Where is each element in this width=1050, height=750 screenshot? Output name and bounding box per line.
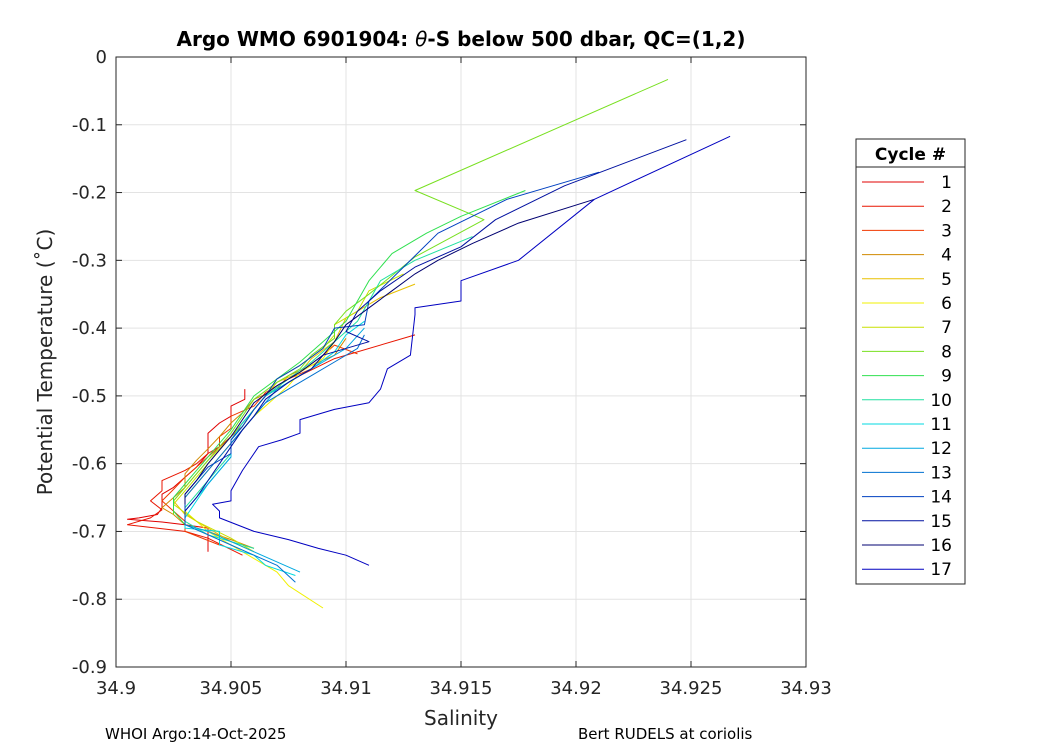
legend-label-cycle-12: 12 xyxy=(930,439,952,459)
y-tick-label: -0.9 xyxy=(72,657,107,678)
series-line-cycle-16 xyxy=(184,198,595,505)
y-tick-label: -0.6 xyxy=(72,454,107,475)
legend-box xyxy=(855,138,966,585)
x-tick-label: 34.905 xyxy=(200,678,263,699)
legend-label-cycle-6: 6 xyxy=(941,294,952,314)
chart-title: Argo WMO 6901904: θ-S below 500 dbar, QC… xyxy=(177,27,746,51)
legend-label-cycle-7: 7 xyxy=(941,318,952,338)
legend-title: Cycle # xyxy=(875,145,946,165)
y-tick-label: -0.4 xyxy=(72,318,107,339)
footer-right: Bert RUDELS at coriolis xyxy=(578,725,753,743)
legend-label-cycle-16: 16 xyxy=(930,536,952,556)
x-tick-label: 34.925 xyxy=(660,678,723,699)
y-axis-label: Potential Temperature (˚C) xyxy=(33,229,57,496)
legend-label-cycle-13: 13 xyxy=(930,463,952,483)
x-tick-label: 34.9 xyxy=(96,678,136,699)
legend-label-cycle-1: 1 xyxy=(941,173,952,193)
y-tick-label: 0 xyxy=(96,47,107,68)
x-tick-label: 34.93 xyxy=(780,678,832,699)
y-tick-label: -0.7 xyxy=(72,521,107,542)
y-tick-label: -0.2 xyxy=(72,183,107,204)
y-tick-label: -0.5 xyxy=(72,386,107,407)
legend-label-cycle-8: 8 xyxy=(941,342,952,362)
footer-left: WHOI Argo:14-Oct-2025 xyxy=(105,725,287,743)
legend-label-cycle-11: 11 xyxy=(930,415,952,435)
legend-label-cycle-10: 10 xyxy=(930,391,952,411)
series-line-cycle-15 xyxy=(184,139,687,512)
series-line-cycle-9 xyxy=(173,190,526,526)
y-tick-label: -0.8 xyxy=(72,589,107,610)
legend-label-cycle-2: 2 xyxy=(941,197,952,217)
legend-label-cycle-17: 17 xyxy=(930,560,952,580)
legend-label-cycle-3: 3 xyxy=(941,221,952,241)
x-tick-label: 34.915 xyxy=(430,678,493,699)
series-line-cycle-17 xyxy=(212,135,731,566)
x-tick-label: 34.92 xyxy=(550,678,602,699)
x-axis-label: Salinity xyxy=(424,706,498,730)
legend-label-cycle-15: 15 xyxy=(930,512,952,532)
series-line-cycle-1 xyxy=(127,389,246,552)
plot-area: 34.9 34.905 34.91 34.915 34.92 34.925 34.93 0 -0… xyxy=(33,47,832,730)
legend-label-cycle-14: 14 xyxy=(930,488,952,508)
legend-label-cycle-5: 5 xyxy=(941,270,952,290)
legend-label-cycle-4: 4 xyxy=(941,246,952,266)
y-tick-label: -0.3 xyxy=(72,250,107,271)
legend-label-cycle-9: 9 xyxy=(941,367,952,387)
y-tick-label: -0.1 xyxy=(72,115,107,136)
x-tick-label: 34.91 xyxy=(320,678,372,699)
